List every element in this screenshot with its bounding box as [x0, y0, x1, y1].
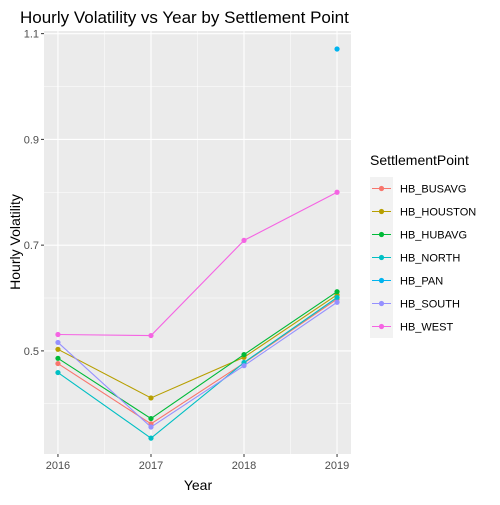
legend-key-point-hb-hubavg	[378, 231, 385, 238]
data-point-hb-west	[334, 189, 340, 195]
legend-key-point-hb-north	[378, 254, 385, 261]
series-line-hb-west	[57, 191, 338, 337]
data-point-hb-south	[241, 363, 247, 369]
data-point-hb-west	[241, 237, 247, 243]
data-point-hb-south	[334, 299, 340, 305]
y-tick-label: 0.7	[24, 240, 39, 252]
legend-key-point-hb-west	[378, 323, 385, 330]
legend-label-hb-south: HB_SOUTH	[400, 299, 460, 311]
x-tick-label: 2019	[325, 460, 349, 472]
data-point-hb-hubavg	[241, 351, 247, 358]
data-point-hb-houston	[148, 395, 154, 401]
data-point-hb-west	[55, 331, 61, 338]
legend-label-hb-houston: HB_HOUSTON	[400, 207, 476, 219]
x-axis-title: Year	[184, 477, 213, 493]
legend-title: SettlementPoint	[370, 152, 469, 168]
data-point-hb-west	[148, 332, 154, 339]
legend-key-point-hb-busavg	[378, 185, 385, 192]
data-point-hb-pan	[334, 46, 340, 52]
legend-label-hb-hubavg: HB_HUBAVG	[400, 230, 467, 242]
data-point-hb-north	[334, 294, 340, 301]
y-tick-label: 0.9	[24, 134, 39, 146]
legend-key-point-hb-houston	[378, 208, 385, 215]
y-tick-label: 0.5	[24, 346, 39, 358]
y-axis-ticks: 0.5 0.7 0.9 1.1	[24, 29, 44, 358]
data-point-hb-north	[148, 435, 154, 441]
data-point-hb-busavg	[55, 360, 61, 367]
legend-label-hb-north: HB_NORTH	[400, 253, 460, 265]
legend: SettlementPoint HB_BUSAVG HB_HOUSTON HB_HU…	[370, 152, 476, 338]
y-axis-title: Hourly Volatility	[7, 194, 23, 290]
series-line-hb-busavg	[57, 298, 338, 425]
series-layer	[55, 46, 340, 441]
legend-key-point-hb-pan	[378, 277, 385, 284]
legend-label-hb-pan: HB_PAN	[400, 276, 443, 288]
legend-label-hb-west: HB_WEST	[400, 322, 453, 334]
chart-title: Hourly Volatility vs Year by Settlement …	[20, 8, 349, 27]
x-tick-label: 2016	[46, 460, 70, 472]
series-line-hb-hubavg	[57, 291, 338, 420]
series-line-hb-south	[57, 301, 338, 428]
data-point-hb-hubavg	[334, 289, 340, 295]
series-line-hb-north	[57, 297, 338, 439]
legend-label-hb-busavg: HB_BUSAVG	[400, 184, 466, 196]
x-axis-ticks: 2016 2017 2018 2019	[46, 454, 349, 472]
data-point-hb-north	[55, 369, 61, 376]
series-line-hb-houston	[57, 294, 338, 399]
legend-key-point-hb-south	[378, 300, 385, 307]
data-point-hb-south	[148, 424, 154, 430]
data-point-hb-hubavg	[148, 415, 154, 422]
y-tick-label: 1.1	[24, 29, 39, 41]
data-point-hb-south	[55, 339, 61, 346]
x-tick-label: 2018	[232, 460, 256, 472]
x-tick-label: 2017	[139, 460, 163, 472]
data-point-hb-houston	[55, 346, 61, 352]
data-point-hb-hubavg	[55, 355, 61, 361]
